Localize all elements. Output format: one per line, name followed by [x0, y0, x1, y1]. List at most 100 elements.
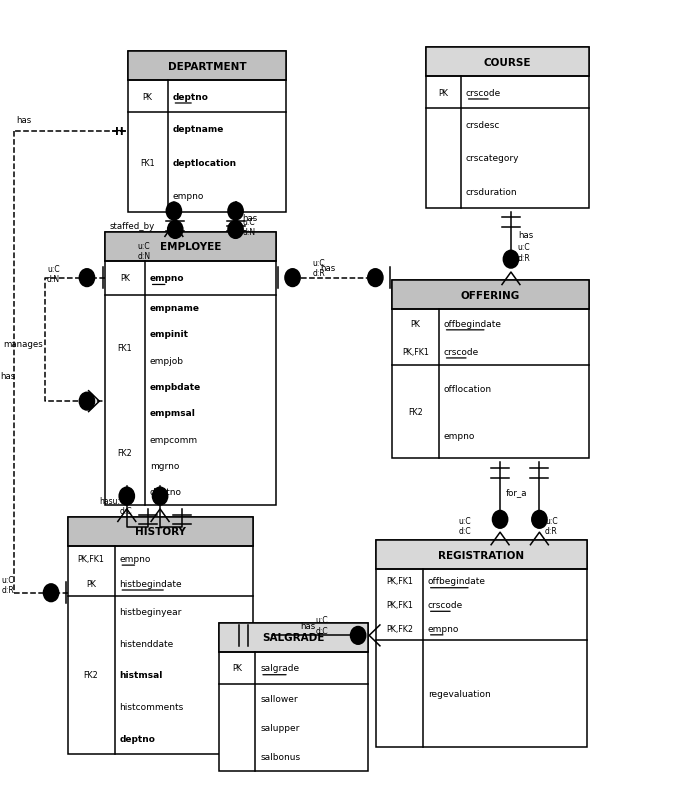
- Text: u:C
d:R: u:C d:R: [545, 516, 558, 536]
- Bar: [128, 52, 286, 81]
- Circle shape: [119, 488, 135, 505]
- Text: crscode: crscode: [466, 88, 501, 98]
- Text: histmsal: histmsal: [119, 670, 163, 679]
- Text: hasu:C: hasu:C: [99, 496, 126, 506]
- Circle shape: [152, 488, 168, 505]
- Text: FK1: FK1: [140, 158, 155, 168]
- Text: salupper: salupper: [260, 723, 299, 732]
- Text: PK,FK1: PK,FK1: [386, 577, 413, 585]
- Circle shape: [228, 203, 243, 221]
- Text: empno: empno: [444, 431, 475, 440]
- Circle shape: [532, 511, 547, 529]
- Text: crsduration: crsduration: [466, 188, 518, 196]
- Bar: [392, 281, 589, 310]
- Text: has: has: [301, 622, 316, 630]
- Text: has: has: [242, 214, 258, 223]
- Text: PK: PK: [411, 319, 420, 328]
- Circle shape: [351, 627, 366, 645]
- Text: u:C
d:R: u:C d:R: [518, 243, 531, 262]
- Text: deptname: deptname: [172, 125, 224, 134]
- Text: u:C
d:R: u:C d:R: [313, 258, 325, 277]
- Text: deptno: deptno: [119, 734, 155, 743]
- Text: SALGRADE: SALGRADE: [262, 633, 325, 642]
- Text: u:C
d:C: u:C d:C: [459, 516, 471, 536]
- Text: crscode: crscode: [444, 347, 479, 356]
- Text: salbonus: salbonus: [260, 752, 300, 761]
- Circle shape: [493, 511, 508, 529]
- Text: regevaluation: regevaluation: [428, 689, 491, 699]
- Text: deptno: deptno: [150, 488, 181, 496]
- Text: PK,FK2: PK,FK2: [386, 624, 413, 633]
- Text: REGISTRATION: REGISTRATION: [438, 550, 524, 560]
- Text: OFFERING: OFFERING: [461, 290, 520, 300]
- Bar: [376, 541, 586, 569]
- Text: staffed_by: staffed_by: [110, 222, 155, 231]
- Circle shape: [79, 269, 95, 287]
- Text: has: has: [16, 115, 31, 125]
- Text: empcomm: empcomm: [150, 435, 198, 444]
- Text: histenddate: histenddate: [119, 638, 174, 648]
- Text: salgrade: salgrade: [260, 663, 299, 673]
- Bar: [219, 623, 368, 652]
- Text: offbegindate: offbegindate: [444, 319, 502, 328]
- Text: FK2: FK2: [408, 407, 423, 417]
- Text: offlocation: offlocation: [444, 384, 492, 394]
- Text: histbeginyear: histbeginyear: [119, 607, 181, 616]
- Circle shape: [43, 584, 59, 602]
- Text: empjob: empjob: [150, 356, 184, 365]
- Circle shape: [228, 221, 243, 239]
- Text: FK2: FK2: [83, 670, 99, 679]
- Bar: [392, 281, 589, 459]
- Text: empno: empno: [172, 192, 204, 200]
- Text: sallower: sallower: [260, 695, 298, 703]
- Text: u:C
d:N: u:C d:N: [47, 265, 60, 284]
- Text: HISTORY: HISTORY: [135, 527, 186, 537]
- Text: PK,FK1: PK,FK1: [386, 600, 413, 610]
- Text: u:C
d:C: u:C d:C: [315, 615, 328, 635]
- Text: H: H: [115, 128, 124, 137]
- Bar: [105, 233, 276, 505]
- Text: u:C
d:N: u:C d:N: [137, 241, 150, 261]
- Text: u:C
d:N: u:C d:N: [242, 217, 255, 237]
- Text: empmsal: empmsal: [150, 409, 195, 418]
- Text: PK,FK1: PK,FK1: [78, 554, 104, 563]
- Text: COURSE: COURSE: [484, 58, 531, 67]
- Text: empno: empno: [428, 624, 459, 633]
- Text: crscategory: crscategory: [466, 154, 520, 164]
- Text: has: has: [0, 371, 15, 381]
- Text: empno: empno: [119, 554, 150, 563]
- Text: offbegindate: offbegindate: [428, 577, 486, 585]
- Text: d:C: d:C: [120, 506, 132, 516]
- Text: PK: PK: [143, 92, 152, 102]
- Bar: [105, 233, 276, 261]
- Bar: [426, 48, 589, 209]
- Text: PK: PK: [86, 579, 96, 588]
- Text: manages: manages: [3, 339, 43, 349]
- Bar: [68, 517, 253, 754]
- Text: empbdate: empbdate: [150, 383, 201, 391]
- Text: crsdesc: crsdesc: [466, 121, 500, 130]
- Bar: [426, 48, 589, 77]
- Text: u:C
d:R: u:C d:R: [1, 575, 14, 594]
- Text: histbegindate: histbegindate: [119, 579, 182, 588]
- Text: has: has: [518, 230, 533, 240]
- Text: FK1: FK1: [117, 343, 132, 352]
- Text: FK2: FK2: [117, 448, 132, 457]
- Circle shape: [368, 269, 383, 287]
- Circle shape: [285, 269, 300, 287]
- Circle shape: [504, 251, 519, 269]
- Text: empinit: empinit: [150, 330, 189, 339]
- Bar: [68, 517, 253, 546]
- Text: PK: PK: [233, 663, 242, 673]
- Circle shape: [79, 393, 95, 411]
- Text: histcomments: histcomments: [119, 702, 184, 711]
- Text: empno: empno: [150, 273, 184, 283]
- Circle shape: [168, 221, 183, 239]
- Bar: [376, 541, 586, 747]
- Text: PK: PK: [120, 273, 130, 283]
- Text: EMPLOYEE: EMPLOYEE: [160, 242, 221, 252]
- Text: DEPARTMENT: DEPARTMENT: [168, 62, 246, 71]
- Bar: [219, 623, 368, 772]
- Text: mgrno: mgrno: [150, 461, 179, 470]
- Text: PK,FK1: PK,FK1: [402, 347, 428, 356]
